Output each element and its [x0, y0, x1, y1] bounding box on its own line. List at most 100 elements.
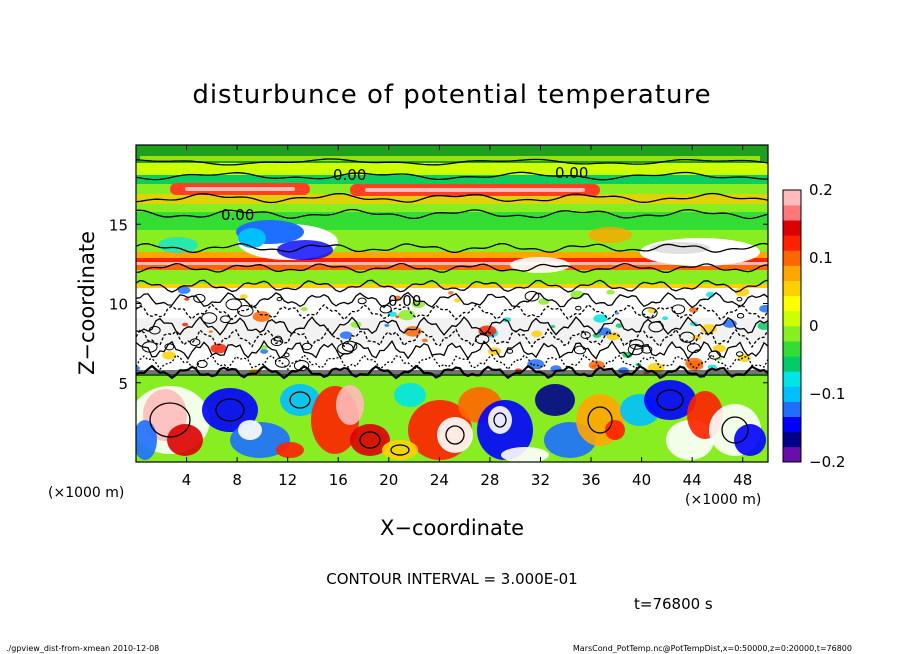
- y-axis-label: Z−coordinate: [75, 231, 99, 375]
- field-streak: [185, 187, 295, 191]
- field-band: [136, 194, 768, 204]
- contour-loop: [193, 293, 206, 303]
- field-blob: [387, 311, 397, 317]
- field-blob: [260, 349, 269, 354]
- contour-loop: [506, 348, 514, 354]
- field-blob: [276, 442, 304, 458]
- colorbar-swatch: [783, 371, 801, 387]
- contour-loop: [201, 312, 218, 324]
- x-tick-label: 28: [480, 471, 499, 489]
- colorbar-tick-label: −0.2: [809, 453, 845, 471]
- field-band: [136, 284, 768, 288]
- contour-loop: [735, 351, 744, 357]
- field-blob: [527, 359, 545, 370]
- field-blob: [177, 286, 191, 294]
- field-band: [136, 163, 768, 175]
- x-tick-label: 8: [232, 471, 242, 489]
- contour-line: [136, 262, 768, 274]
- x-tick-label: 20: [379, 471, 398, 489]
- field-blob: [136, 420, 157, 460]
- y-tick-label: 5: [118, 375, 128, 393]
- contour-loop: [686, 343, 701, 354]
- contour-loop: [341, 340, 358, 352]
- field-blob: [502, 317, 512, 323]
- field-blob: [339, 331, 353, 339]
- contour-loop: [679, 331, 695, 343]
- contour-line: [136, 158, 768, 166]
- y-axis-ticks: 5 10 15: [109, 216, 768, 393]
- x-tick-label: 40: [632, 471, 651, 489]
- x-tick-label: 32: [531, 471, 550, 489]
- contour-loop: [189, 338, 201, 347]
- contour-loop: [301, 342, 313, 351]
- contour-loop: [648, 321, 664, 333]
- color-field: [136, 145, 768, 462]
- contour-loop: [293, 360, 310, 372]
- field-blob: [662, 316, 669, 321]
- field-blob: [685, 357, 704, 369]
- colorbar-swatch: [783, 295, 801, 312]
- field-blob: [238, 420, 262, 440]
- contour-loop: [627, 343, 644, 356]
- contour-loop: [524, 290, 540, 302]
- colorbar-swatch: [783, 190, 801, 206]
- field-blob: [238, 228, 266, 248]
- contour-line: [136, 279, 768, 293]
- contour-line: [136, 339, 768, 361]
- contour-loop: [475, 333, 490, 345]
- field-blob: [531, 330, 543, 338]
- field-blob: [550, 324, 556, 328]
- contour-line: [136, 353, 768, 371]
- chart-title: disturbunce of potential temperature: [192, 80, 711, 110]
- field-blob: [734, 424, 766, 456]
- colorbar-tick-label: 0: [809, 317, 819, 335]
- contour-loop: [641, 345, 653, 354]
- contour-loop: [390, 444, 410, 456]
- field-blob: [384, 323, 390, 327]
- field-blob: [700, 324, 717, 334]
- contour-loop: [656, 389, 684, 411]
- field-blob: [421, 338, 428, 343]
- field-blob: [605, 420, 625, 440]
- contour-loop: [493, 412, 507, 428]
- field-blob: [202, 388, 258, 432]
- colorbar-swatch: [783, 250, 801, 266]
- field-blob: [300, 306, 308, 312]
- field-blob: [437, 417, 473, 453]
- field-blob: [535, 384, 575, 416]
- field-band: [136, 262, 768, 265]
- colorbar-swatch: [783, 220, 801, 236]
- contour-loop: [283, 352, 290, 358]
- field-blob: [336, 385, 364, 425]
- field-blob: [394, 383, 426, 407]
- field-blob: [277, 240, 333, 260]
- field-blob: [644, 380, 696, 420]
- colorbar-swatch: [783, 356, 801, 372]
- field-streak: [365, 188, 585, 192]
- colorbar-swatch: [783, 446, 801, 463]
- colorbar-swatch: [783, 401, 801, 417]
- x-tick-label: 12: [278, 471, 297, 489]
- contour-loop: [379, 304, 392, 314]
- colorbar-tick-label: −0.1: [809, 385, 845, 403]
- contour-loop: [141, 341, 158, 353]
- contour-loop: [671, 304, 686, 315]
- contour-line: [136, 291, 768, 309]
- contour-loop: [629, 339, 644, 350]
- contour-loop: [237, 305, 254, 317]
- field-band: [136, 370, 768, 376]
- contour-line: [136, 192, 768, 204]
- contour-loop: [274, 357, 290, 368]
- field-blob: [393, 295, 401, 300]
- y-tick-label: 10: [109, 296, 128, 314]
- contour-loop: [164, 343, 175, 351]
- colorbar-swatch: [783, 326, 801, 342]
- colorbar-swatch: [783, 431, 801, 448]
- field-blob: [757, 321, 768, 330]
- footer-right: MarsCond_PotTemp.nc@PotTempDist,x=0:5000…: [573, 644, 852, 653]
- field-blob: [252, 311, 271, 322]
- contour-loop: [148, 325, 161, 335]
- x-unit-left: (×1000 m): [48, 485, 124, 501]
- field-blob: [501, 447, 549, 462]
- time-stamp: t=76800 s: [634, 595, 713, 613]
